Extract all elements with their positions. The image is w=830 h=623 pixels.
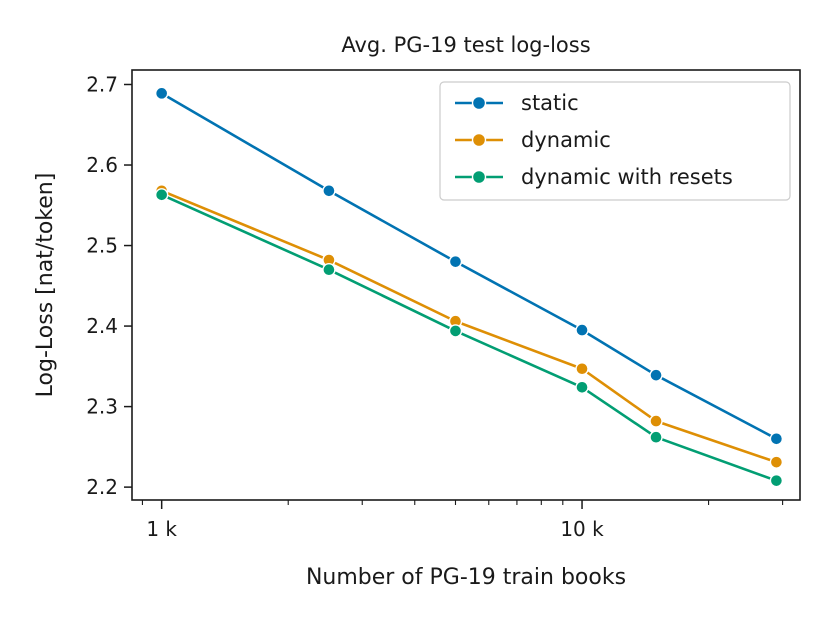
legend-item: dynamic <box>455 128 611 152</box>
legend-item: static <box>455 91 579 115</box>
data-point <box>649 368 663 382</box>
data-point <box>575 362 589 376</box>
legend-frame <box>439 81 791 201</box>
series-layer <box>154 86 784 488</box>
y-tick-label: 2.7 <box>86 72 118 96</box>
x-tick-label: 1 k <box>146 517 177 541</box>
legend-marker <box>471 95 487 111</box>
chart-title: Avg. PG-19 test log-loss <box>341 33 590 57</box>
data-point <box>769 473 784 488</box>
legend-label: dynamic <box>521 128 611 152</box>
data-point <box>769 455 784 469</box>
plot-frame <box>131 69 801 501</box>
data-point <box>575 380 589 394</box>
y-tick-label: 2.6 <box>86 153 118 177</box>
series-line <box>161 193 777 482</box>
legend-marker <box>471 169 487 185</box>
y-axis-label: Log-Loss [nat/token] <box>33 173 58 398</box>
series-static <box>154 86 784 446</box>
data-point <box>154 188 169 202</box>
data-point <box>575 323 589 337</box>
y-tick-label: 2.5 <box>86 234 118 258</box>
legend-label: dynamic with resets <box>521 165 733 189</box>
series-line <box>161 92 778 440</box>
data-point <box>154 86 169 101</box>
series-dynamic <box>154 184 784 469</box>
series-dynamic-with-resets <box>154 188 784 488</box>
x-axis-label: Number of PG-19 train books <box>306 565 626 590</box>
data-point <box>322 263 336 277</box>
y-tick-label: 2.3 <box>86 395 118 419</box>
data-point <box>322 184 336 198</box>
legend: static dynamic dynamic with resets <box>439 81 791 201</box>
legend-label: static <box>521 91 579 115</box>
legend-marker <box>471 132 487 148</box>
data-point <box>448 324 463 338</box>
series-line <box>161 189 777 464</box>
data-point <box>649 430 663 444</box>
x-tick-label: 10 k <box>560 517 604 541</box>
legend-item: dynamic with resets <box>455 165 733 189</box>
axis-ticks: 2.2 2.3 2.4 2.5 2.6 2.7 1 k 10 k <box>86 72 784 541</box>
plot-area <box>131 69 801 501</box>
y-tick-label: 2.2 <box>86 475 118 499</box>
y-tick-label: 2.4 <box>86 314 118 338</box>
data-point <box>649 414 663 428</box>
data-point <box>769 432 784 446</box>
data-point <box>448 254 463 269</box>
